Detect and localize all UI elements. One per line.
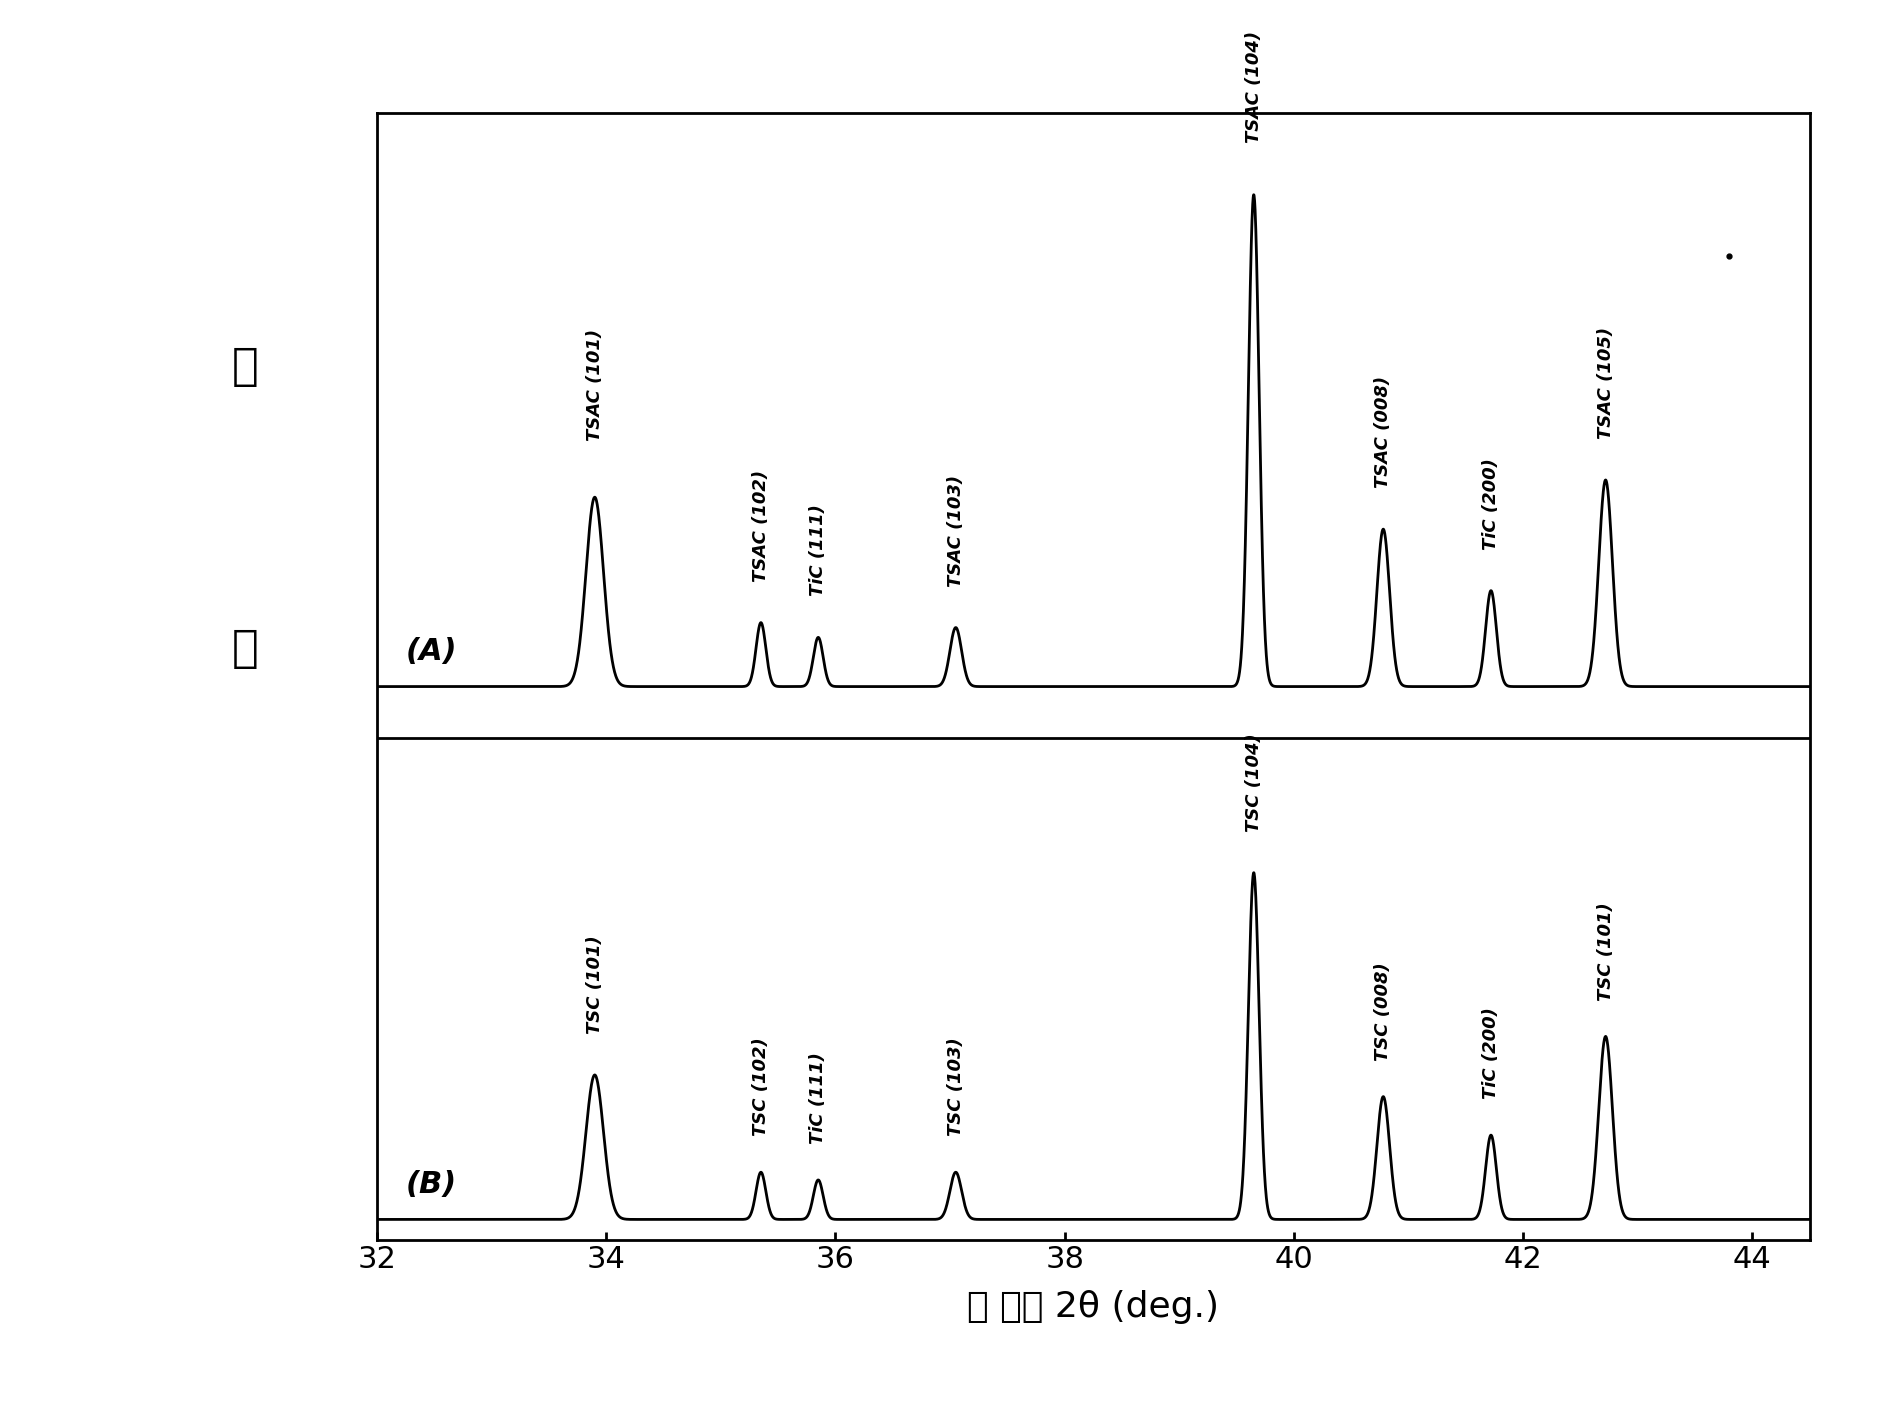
- Text: (B): (B): [405, 1169, 456, 1199]
- Text: 强: 强: [232, 627, 258, 669]
- Text: TSAC (105): TSAC (105): [1597, 327, 1615, 440]
- Text: TSC (101): TSC (101): [586, 936, 603, 1034]
- Text: TSAC (101): TSAC (101): [586, 328, 603, 441]
- Text: TSC (104): TSC (104): [1244, 733, 1263, 831]
- Text: (A): (A): [405, 637, 458, 666]
- Text: TSAC (103): TSAC (103): [946, 475, 965, 586]
- Text: TSAC (102): TSAC (102): [752, 469, 769, 582]
- Text: TiC (111): TiC (111): [809, 1053, 828, 1144]
- Text: TSAC (104): TSAC (104): [1244, 31, 1263, 144]
- Text: 度: 度: [232, 345, 258, 387]
- X-axis label: 衍 射角 2θ (deg.): 衍 射角 2θ (deg.): [967, 1291, 1220, 1324]
- Text: TSC (103): TSC (103): [946, 1037, 965, 1137]
- Text: TiC (200): TiC (200): [1482, 458, 1500, 550]
- Text: TSC (102): TSC (102): [752, 1037, 769, 1137]
- Text: TiC (111): TiC (111): [809, 504, 828, 596]
- Text: TSC (008): TSC (008): [1374, 962, 1393, 1061]
- Text: TiC (200): TiC (200): [1482, 1007, 1500, 1099]
- Text: TSAC (008): TSAC (008): [1374, 376, 1393, 488]
- Text: TSC (101): TSC (101): [1597, 902, 1615, 1000]
